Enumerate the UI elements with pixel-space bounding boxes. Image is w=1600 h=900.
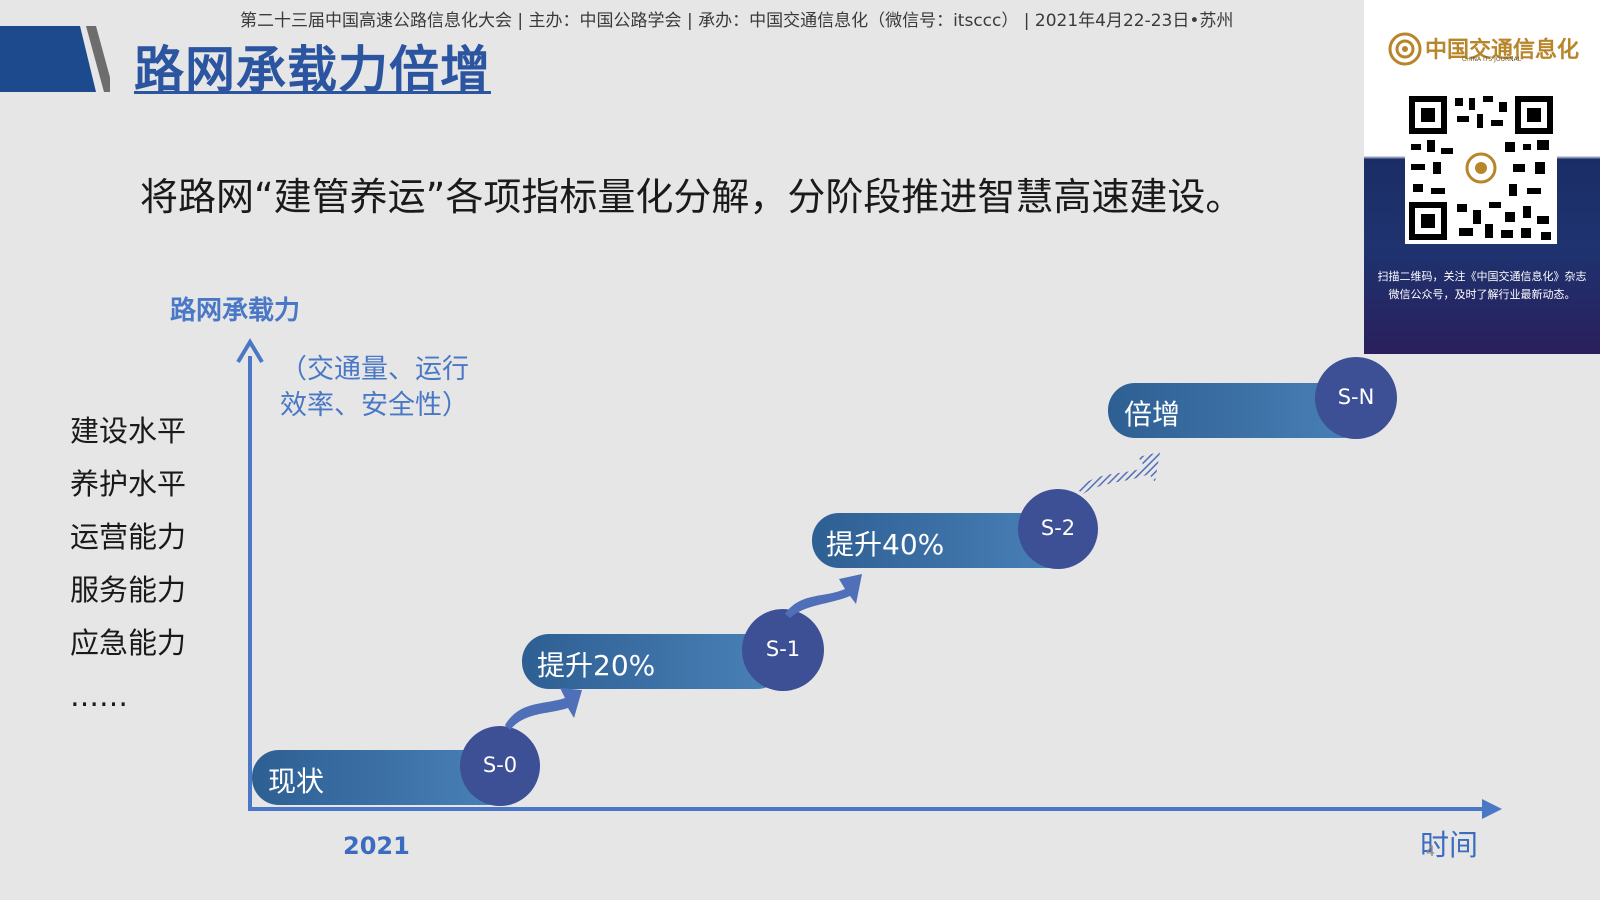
indicator-item: 养护水平	[70, 467, 187, 501]
indicator-item: 建设水平	[70, 414, 187, 448]
stage-code-0: S-0	[482, 753, 518, 777]
step-arrow-1	[505, 688, 582, 730]
qr-caption-line2: 微信公众号，及时了解行业最新动态。	[1388, 288, 1576, 301]
indicator-list: 建设水平 养护水平 运营能力 服务能力 应急能力 ……	[70, 405, 186, 723]
slide-title: 路网承载力倍增	[134, 41, 491, 99]
brand-name: 中国交通信息化	[1425, 38, 1580, 63]
page-number: 4	[1426, 844, 1435, 860]
stage-bar-0	[252, 750, 514, 805]
stage-bar-3	[1108, 383, 1370, 438]
x-axis-title: 时间	[1420, 828, 1479, 862]
x-axis-start-label: 2021	[343, 832, 410, 860]
indicator-item: ……	[70, 679, 128, 713]
stage-circle-3	[1315, 357, 1397, 439]
stage-code-1: S-1	[765, 637, 801, 661]
stage-code-2: S-2	[1040, 516, 1076, 540]
qr-caption: 扫描二维码，关注《中国交通信息化》杂志 微信公众号，及时了解行业最新动态。	[1364, 268, 1600, 304]
stage-code-3: S-N	[1337, 385, 1375, 409]
x-axis-arrowhead	[1482, 799, 1502, 819]
y-axis-subtitle-line1: （交通量、运行	[280, 354, 469, 385]
stage-label-1: 提升20%	[537, 649, 656, 682]
slide-subtitle: 将路网“建管养运”各项指标量化分解，分阶段推进智慧高速建设。	[140, 175, 1244, 219]
stage-label-3: 倍增	[1124, 398, 1181, 431]
y-axis-title: 路网承载力	[170, 296, 301, 326]
qr-code[interactable]	[1405, 92, 1557, 244]
step-arrow-3	[1078, 452, 1160, 494]
stage-circle-2	[1018, 489, 1098, 569]
y-axis-subtitle: （交通量、运行 效率、安全性）	[280, 352, 469, 424]
indicator-item: 运营能力	[70, 520, 187, 554]
stage-label-2: 提升40%	[826, 528, 945, 561]
stage-label-0: 现状	[268, 765, 325, 798]
y-axis-subtitle-line2: 效率、安全性）	[280, 390, 469, 421]
title-decoration	[0, 26, 110, 92]
step-arrow-2	[785, 574, 862, 618]
indicator-item: 应急能力	[70, 626, 187, 660]
stage-circle-0	[460, 726, 540, 806]
y-axis-arrowhead	[236, 338, 264, 364]
stage-bar-2	[812, 513, 1074, 568]
stage-circle-1	[742, 609, 824, 691]
stage-bar-1	[522, 634, 784, 689]
indicator-item: 服务能力	[70, 573, 187, 607]
brand-logo-icon	[1388, 32, 1422, 66]
conference-header: 第二十三届中国高速公路信息化大会 | 主办：中国公路学会 | 承办：中国交通信息…	[240, 11, 1234, 31]
qr-caption-line1: 扫描二维码，关注《中国交通信息化》杂志	[1377, 270, 1587, 283]
brand-name-en: CHINA ITS JOURNAL	[1462, 56, 1522, 63]
